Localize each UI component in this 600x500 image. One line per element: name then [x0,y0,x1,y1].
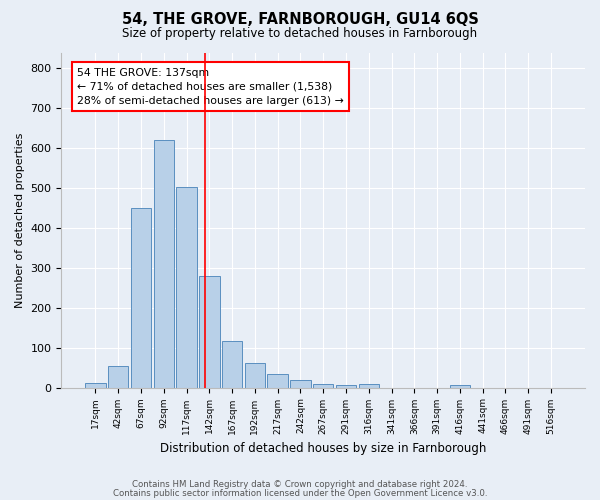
Bar [336,385,356,388]
Bar [245,363,265,388]
Bar [131,208,151,388]
Bar [154,140,174,388]
Y-axis label: Number of detached properties: Number of detached properties [15,132,25,308]
Bar [85,383,106,388]
Bar [290,380,311,388]
Text: Contains HM Land Registry data © Crown copyright and database right 2024.: Contains HM Land Registry data © Crown c… [132,480,468,489]
Text: Contains public sector information licensed under the Open Government Licence v3: Contains public sector information licen… [113,489,487,498]
Bar [313,384,334,388]
Bar [222,342,242,388]
Bar [108,366,128,388]
Bar [176,187,197,388]
Bar [359,384,379,388]
Bar [199,276,220,388]
Bar [268,374,288,388]
Text: Size of property relative to detached houses in Farnborough: Size of property relative to detached ho… [122,28,478,40]
Bar [449,385,470,388]
Text: 54, THE GROVE, FARNBOROUGH, GU14 6QS: 54, THE GROVE, FARNBOROUGH, GU14 6QS [122,12,478,28]
Text: 54 THE GROVE: 137sqm
← 71% of detached houses are smaller (1,538)
28% of semi-de: 54 THE GROVE: 137sqm ← 71% of detached h… [77,68,344,106]
X-axis label: Distribution of detached houses by size in Farnborough: Distribution of detached houses by size … [160,442,487,455]
